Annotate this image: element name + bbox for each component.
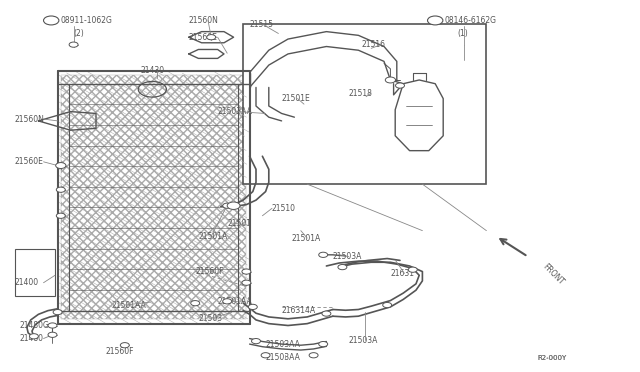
Text: 216314A: 216314A: [282, 306, 316, 315]
Text: FRONT: FRONT: [541, 262, 566, 287]
Text: (2): (2): [74, 29, 84, 38]
Circle shape: [56, 187, 65, 192]
Text: R2·000Y: R2·000Y: [538, 355, 567, 361]
Text: 21560N: 21560N: [14, 115, 44, 124]
Circle shape: [242, 280, 251, 285]
Circle shape: [428, 16, 443, 25]
Text: 21480G: 21480G: [19, 321, 49, 330]
Circle shape: [227, 202, 240, 209]
Text: 21503: 21503: [198, 314, 223, 323]
Text: 21501A: 21501A: [198, 232, 228, 241]
Text: 21560E: 21560E: [14, 157, 43, 166]
Text: 21400: 21400: [14, 278, 38, 287]
Circle shape: [319, 252, 328, 257]
Text: 21560F: 21560F: [195, 267, 224, 276]
Circle shape: [56, 163, 66, 169]
Text: 21501E: 21501E: [282, 94, 310, 103]
Circle shape: [223, 203, 232, 208]
Text: 21480: 21480: [19, 334, 44, 343]
Text: 21515: 21515: [250, 20, 274, 29]
Bar: [15, 249, 55, 296]
Text: 21560E: 21560E: [189, 33, 218, 42]
Circle shape: [242, 269, 251, 274]
Text: 21501A: 21501A: [291, 234, 321, 243]
Circle shape: [385, 77, 396, 83]
Text: 08146-6162G: 08146-6162G: [445, 16, 497, 25]
Text: 21430: 21430: [141, 66, 165, 75]
Text: 21560F: 21560F: [106, 347, 134, 356]
Circle shape: [319, 341, 328, 347]
Text: 08911-1062G: 08911-1062G: [61, 16, 113, 25]
Bar: [61, 75, 246, 319]
Circle shape: [207, 35, 216, 40]
Circle shape: [396, 83, 404, 88]
Circle shape: [223, 299, 232, 304]
Bar: [243, 24, 486, 184]
Circle shape: [309, 353, 318, 358]
Text: N: N: [48, 16, 54, 25]
Text: 21501AA: 21501AA: [112, 301, 147, 310]
Circle shape: [69, 42, 78, 47]
Circle shape: [44, 16, 59, 25]
Text: 21503A: 21503A: [349, 336, 378, 345]
Circle shape: [261, 353, 270, 358]
Text: S: S: [433, 16, 438, 25]
Bar: [58, 71, 250, 324]
Circle shape: [322, 311, 331, 316]
Circle shape: [48, 323, 57, 328]
Text: 21503AA: 21503AA: [218, 107, 252, 116]
Circle shape: [56, 213, 65, 218]
Circle shape: [252, 339, 260, 344]
Text: (1): (1): [458, 29, 468, 38]
Circle shape: [29, 334, 38, 339]
Text: 21560N: 21560N: [189, 16, 219, 25]
Text: 21503A: 21503A: [333, 252, 362, 261]
Text: R2-000Y: R2-000Y: [538, 355, 567, 361]
Text: 21631: 21631: [390, 269, 415, 278]
Circle shape: [53, 310, 62, 315]
Text: 21516: 21516: [362, 40, 385, 49]
Circle shape: [191, 301, 200, 306]
Circle shape: [120, 343, 129, 348]
Circle shape: [48, 332, 57, 337]
Circle shape: [248, 304, 257, 310]
Text: 21510: 21510: [272, 204, 296, 213]
Circle shape: [338, 264, 347, 270]
Text: 21518: 21518: [349, 89, 372, 97]
Text: 21501AA: 21501AA: [218, 297, 252, 306]
Circle shape: [383, 302, 392, 308]
Text: 21501: 21501: [227, 219, 251, 228]
Text: 21503AA: 21503AA: [266, 340, 300, 349]
Text: 21503AA: 21503AA: [266, 353, 300, 362]
Circle shape: [408, 267, 417, 272]
